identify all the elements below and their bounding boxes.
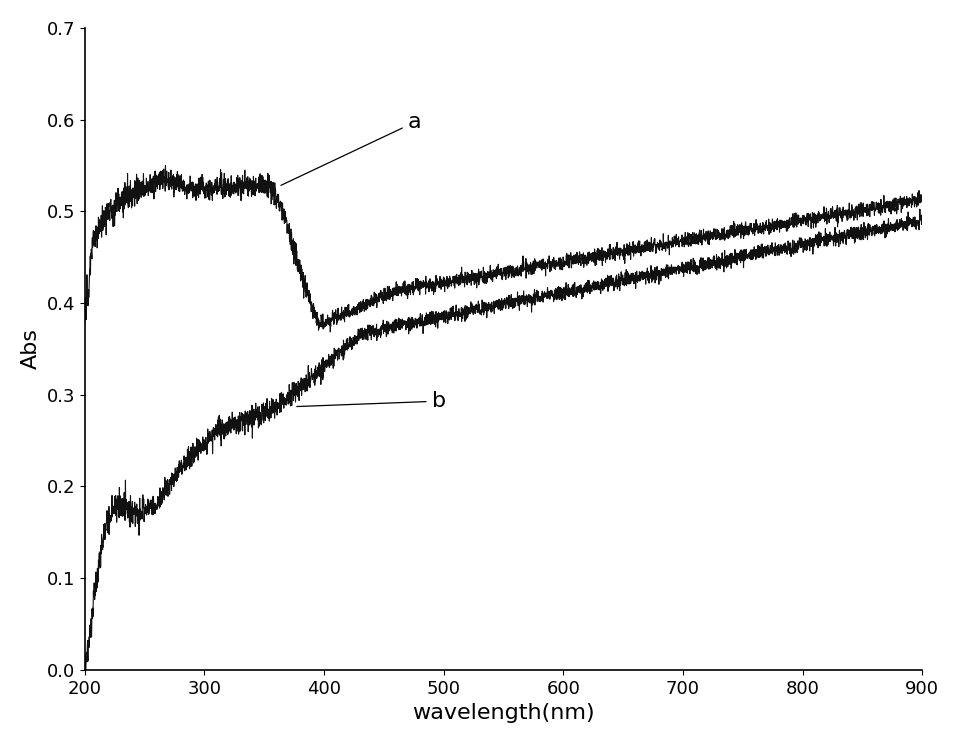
Text: a: a xyxy=(281,112,421,185)
Y-axis label: Abs: Abs xyxy=(21,328,41,369)
X-axis label: wavelength(nm): wavelength(nm) xyxy=(412,703,594,723)
Text: b: b xyxy=(297,391,445,411)
